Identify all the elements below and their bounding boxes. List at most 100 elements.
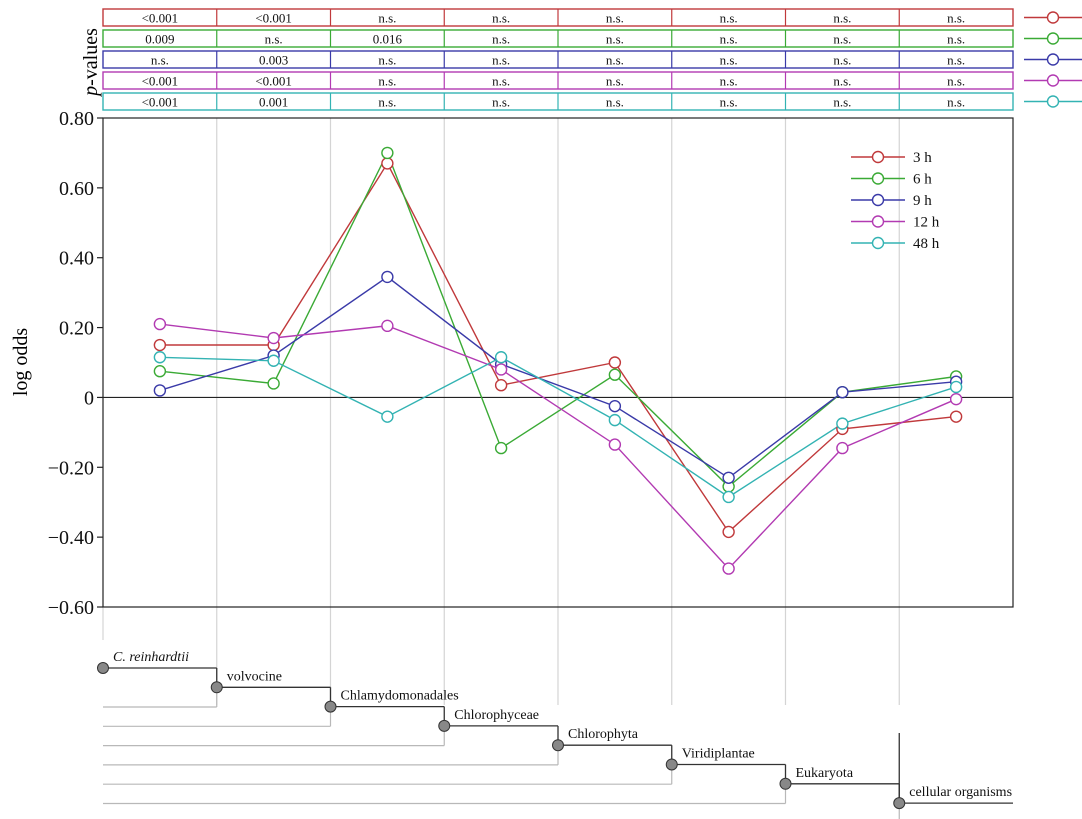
series-line — [159, 276, 957, 479]
pvalue-cell: n.s. — [947, 95, 965, 110]
data-point — [267, 331, 280, 345]
legend-swatch-marker — [871, 215, 885, 228]
y-tick-label: 0.20 — [59, 318, 94, 340]
pvalue-cell: n.s. — [833, 11, 851, 26]
pvalue-cell: n.s. — [833, 53, 851, 68]
data-point — [608, 438, 622, 451]
pvalue-cell: n.s. — [606, 32, 624, 47]
y-tick-label: −0.20 — [48, 457, 94, 479]
pvalue-cell: n.s. — [378, 53, 396, 68]
pvalues-label-prefix: p — [80, 86, 102, 98]
tree-node-label: Chlorophyceae — [454, 708, 539, 723]
legend-label: 12 h — [913, 215, 940, 231]
tree-node-label: cellular organisms — [909, 785, 1012, 800]
data-point — [722, 490, 735, 504]
tree-node-label: Chlorophyta — [568, 727, 639, 742]
data-point — [836, 441, 849, 455]
legend-swatch-marker — [871, 236, 885, 250]
legend-swatch-marker — [871, 172, 885, 185]
data-point — [722, 471, 735, 484]
plot-area: 0.80 0.60 0.40 0.20 0 −0.20 −0.40 −0.60 log odd… — [10, 108, 1014, 705]
tree-node-label: Chlamydomonadales — [341, 689, 459, 704]
series-line — [159, 356, 957, 498]
pvalues-label-suffix: -values — [80, 28, 102, 86]
pvalue-legend-marker — [1046, 74, 1060, 87]
pvalue-cell: n.s. — [720, 32, 738, 47]
data-point — [381, 146, 394, 160]
pvalue-cell: n.s. — [492, 74, 510, 89]
pvalues-legend — [1024, 11, 1082, 108]
pvalue-cell: n.s. — [378, 95, 396, 110]
pvalue-cell: n.s. — [720, 95, 738, 110]
legend-swatch-marker — [871, 150, 885, 164]
tree-node — [665, 758, 678, 771]
pvalue-cell: n.s. — [833, 95, 851, 110]
series-points — [153, 146, 963, 575]
pvalue-legend-marker — [1046, 95, 1060, 108]
pvalue-cell: n.s. — [378, 11, 396, 26]
pvalue-legend-marker — [1046, 53, 1060, 66]
data-point — [494, 379, 508, 392]
pvalue-cell: n.s. — [606, 11, 624, 26]
data-point — [153, 317, 167, 331]
data-point — [722, 525, 735, 539]
tree-node — [893, 797, 906, 810]
pvalue-cell: n.s. — [606, 95, 624, 110]
pvalue-cell: n.s. — [492, 11, 510, 26]
tree-node-label: C. reinhardtii — [113, 650, 189, 665]
tree-node-label: Eukaryota — [796, 766, 854, 781]
tree-node-label: Viridiplantae — [682, 747, 755, 762]
legend-swatch-marker — [871, 193, 885, 207]
series-line — [159, 151, 957, 488]
pvalue-legend-marker — [1046, 32, 1060, 45]
pvalue-cell: 0.003 — [259, 53, 288, 68]
pvalue-cell: n.s. — [720, 11, 738, 26]
data-point — [267, 377, 280, 390]
pvalue-cell: n.s. — [947, 32, 965, 47]
pvalue-cell: <0.001 — [255, 11, 292, 26]
data-point — [494, 363, 508, 376]
y-tick-label: −0.40 — [48, 527, 94, 549]
plot-frame — [102, 117, 1014, 608]
legend: 3 h 6 h 9 h 12 h 48 h — [851, 150, 940, 252]
data-point — [608, 368, 622, 381]
data-point — [949, 410, 963, 423]
data-point — [608, 413, 622, 427]
series-lines — [159, 151, 957, 570]
y-axis-label: log odds — [10, 328, 32, 397]
data-point — [153, 384, 167, 397]
pvalue-cell: n.s. — [492, 95, 510, 110]
series-line — [159, 161, 957, 533]
y-axis-ticks: 0.80 0.60 0.40 0.20 0 −0.20 −0.40 −0.60 — [48, 108, 103, 619]
pvalue-cell: n.s. — [833, 32, 851, 47]
pvalue-legend-marker — [1046, 11, 1060, 24]
data-point — [381, 157, 394, 170]
pvalue-cell: <0.001 — [142, 11, 179, 26]
pvalue-cell: n.s. — [833, 74, 851, 89]
legend-label: 6 h — [913, 172, 932, 188]
pvalue-cell: n.s. — [492, 53, 510, 68]
pvalue-cell: n.s. — [378, 74, 396, 89]
y-tick-label: 0.80 — [59, 108, 94, 130]
tree-node — [779, 777, 792, 790]
series-line — [159, 323, 957, 570]
data-point — [722, 562, 735, 575]
pvalue-cell: 0.016 — [373, 32, 403, 47]
data-point — [381, 319, 394, 333]
pvalue-cell: n.s. — [720, 53, 738, 68]
data-point — [381, 410, 394, 423]
pvalue-cell: n.s. — [720, 74, 738, 89]
y-tick-label: 0 — [84, 387, 94, 409]
data-point — [608, 399, 622, 413]
tree-node — [97, 662, 109, 674]
data-point — [836, 417, 849, 430]
data-point — [494, 441, 508, 455]
pvalue-cell: n.s. — [947, 74, 965, 89]
data-point — [949, 380, 963, 394]
legend-label: 48 h — [913, 236, 940, 252]
data-point — [153, 351, 167, 364]
pvalue-cell: 0.009 — [145, 32, 174, 47]
pvalue-cell: n.s. — [606, 74, 624, 89]
vertical-gridlines — [102, 118, 900, 705]
